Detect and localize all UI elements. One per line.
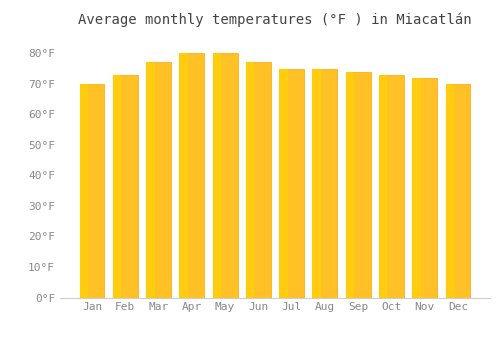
Bar [113,75,120,298]
Bar [312,69,320,298]
Bar [113,75,138,298]
Bar [246,62,271,298]
Bar [212,53,238,298]
Bar [346,72,370,298]
Bar [412,78,437,298]
Bar [346,72,353,298]
Bar [412,78,420,298]
Bar [379,75,386,298]
Bar [446,84,470,298]
Title: Average monthly temperatures (°F ) in Miacatlán: Average monthly temperatures (°F ) in Mi… [78,12,472,27]
Bar [212,53,220,298]
Bar [446,84,453,298]
Bar [180,53,204,298]
Bar [80,84,104,298]
Bar [312,69,338,298]
Bar [246,62,254,298]
Bar [146,62,154,298]
Bar [279,69,304,298]
Bar [379,75,404,298]
Bar [80,84,87,298]
Bar [279,69,286,298]
Bar [146,62,171,298]
Bar [180,53,187,298]
